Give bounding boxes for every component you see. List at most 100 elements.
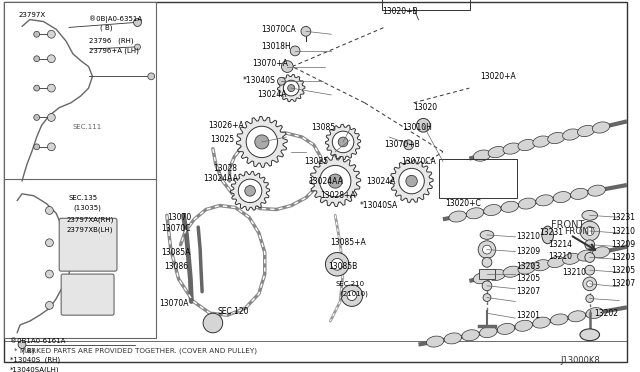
Text: ( B): ( B) <box>22 347 35 354</box>
Circle shape <box>34 56 40 62</box>
Text: 13070: 13070 <box>167 213 191 222</box>
Text: 13070CA: 13070CA <box>401 157 436 166</box>
Ellipse shape <box>586 308 604 319</box>
Ellipse shape <box>548 256 565 267</box>
Circle shape <box>282 61 293 73</box>
Text: 13070A: 13070A <box>159 299 189 308</box>
Ellipse shape <box>532 317 550 328</box>
Text: 13026+A: 13026+A <box>208 121 244 130</box>
Circle shape <box>341 285 363 307</box>
Circle shape <box>45 301 53 309</box>
Text: 23797X: 23797X <box>18 12 45 18</box>
Circle shape <box>332 131 354 153</box>
Circle shape <box>34 31 40 37</box>
Ellipse shape <box>449 211 467 222</box>
Text: FRONT: FRONT <box>564 228 595 237</box>
Text: 13210: 13210 <box>611 227 636 235</box>
Text: 13210: 13210 <box>516 232 540 241</box>
Circle shape <box>583 277 596 291</box>
Text: 13086: 13086 <box>164 262 188 271</box>
Text: 13210: 13210 <box>563 267 586 277</box>
Text: 13025: 13025 <box>210 135 234 144</box>
Circle shape <box>47 84 55 92</box>
Text: 23797XA(RH): 23797XA(RH) <box>66 217 113 224</box>
Circle shape <box>338 137 348 147</box>
Circle shape <box>18 341 26 349</box>
Text: SEC.135: SEC.135 <box>69 195 98 201</box>
Ellipse shape <box>518 263 535 274</box>
Text: 13205: 13205 <box>611 266 636 275</box>
Text: ®0B|A0-6351A: ®0B|A0-6351A <box>88 16 141 23</box>
Bar <box>4 179 156 338</box>
Bar <box>479 269 495 279</box>
Polygon shape <box>390 160 433 202</box>
Circle shape <box>34 115 40 121</box>
Text: *13040SA: *13040SA <box>360 201 398 210</box>
Ellipse shape <box>473 273 491 284</box>
Ellipse shape <box>503 143 520 154</box>
Circle shape <box>47 143 55 151</box>
Text: *13040SA(LH): *13040SA(LH) <box>10 367 60 372</box>
FancyBboxPatch shape <box>60 218 117 271</box>
Circle shape <box>34 144 40 150</box>
Circle shape <box>399 169 424 194</box>
Circle shape <box>45 270 53 278</box>
Ellipse shape <box>553 192 571 203</box>
Text: 13085B: 13085B <box>328 262 358 271</box>
Text: 13070+A: 13070+A <box>252 59 288 68</box>
Text: 13209: 13209 <box>611 240 636 249</box>
Text: 13203: 13203 <box>611 253 636 262</box>
Circle shape <box>406 175 417 187</box>
Ellipse shape <box>533 260 550 271</box>
Text: 13203: 13203 <box>516 262 540 271</box>
Text: 13024AA: 13024AA <box>308 177 342 186</box>
Bar <box>439 158 517 198</box>
Text: SEC.111: SEC.111 <box>73 124 102 130</box>
Circle shape <box>347 291 356 301</box>
Circle shape <box>148 73 155 80</box>
Text: 13028: 13028 <box>213 164 237 173</box>
Text: 13085: 13085 <box>311 123 335 132</box>
Circle shape <box>47 55 55 62</box>
Circle shape <box>134 19 141 26</box>
Circle shape <box>203 313 223 333</box>
Circle shape <box>417 118 430 132</box>
Circle shape <box>278 77 285 85</box>
Text: ®0B1A0-6161A: ®0B1A0-6161A <box>10 338 66 344</box>
Text: 13201: 13201 <box>516 311 540 320</box>
Ellipse shape <box>568 311 586 322</box>
Text: 13024A: 13024A <box>367 177 396 186</box>
Circle shape <box>586 227 594 235</box>
Text: *13040S: *13040S <box>243 76 275 85</box>
Text: 13020+B: 13020+B <box>382 7 418 16</box>
Text: 13024A: 13024A <box>257 90 286 99</box>
Text: (21010): (21010) <box>340 291 368 297</box>
Polygon shape <box>230 171 269 211</box>
Text: (13035): (13035) <box>73 204 100 211</box>
Text: 13070CA: 13070CA <box>261 25 296 34</box>
Ellipse shape <box>462 330 479 341</box>
Ellipse shape <box>426 336 444 347</box>
Polygon shape <box>310 155 361 206</box>
Text: * MARKED PARTS ARE PROVIDED TOGETHER. (COVER AND PULLEY): * MARKED PARTS ARE PROVIDED TOGETHER. (C… <box>14 347 257 354</box>
Ellipse shape <box>548 132 565 144</box>
Text: 13210: 13210 <box>548 252 573 261</box>
Text: 13209: 13209 <box>516 247 540 256</box>
Circle shape <box>326 253 349 276</box>
Ellipse shape <box>480 231 494 239</box>
Ellipse shape <box>479 327 497 338</box>
Text: 13018H: 13018H <box>261 42 291 51</box>
Text: SEC.120: SEC.120 <box>218 307 250 316</box>
Text: 23797XB(LH): 23797XB(LH) <box>66 227 113 233</box>
Circle shape <box>585 240 595 250</box>
Circle shape <box>238 179 262 203</box>
Ellipse shape <box>577 125 595 137</box>
Circle shape <box>134 44 140 50</box>
Circle shape <box>585 265 595 275</box>
Text: SEC.210: SEC.210 <box>335 281 364 287</box>
Ellipse shape <box>550 314 568 325</box>
Ellipse shape <box>518 140 535 151</box>
Circle shape <box>586 295 594 302</box>
Ellipse shape <box>488 147 506 158</box>
Bar <box>382 0 470 10</box>
